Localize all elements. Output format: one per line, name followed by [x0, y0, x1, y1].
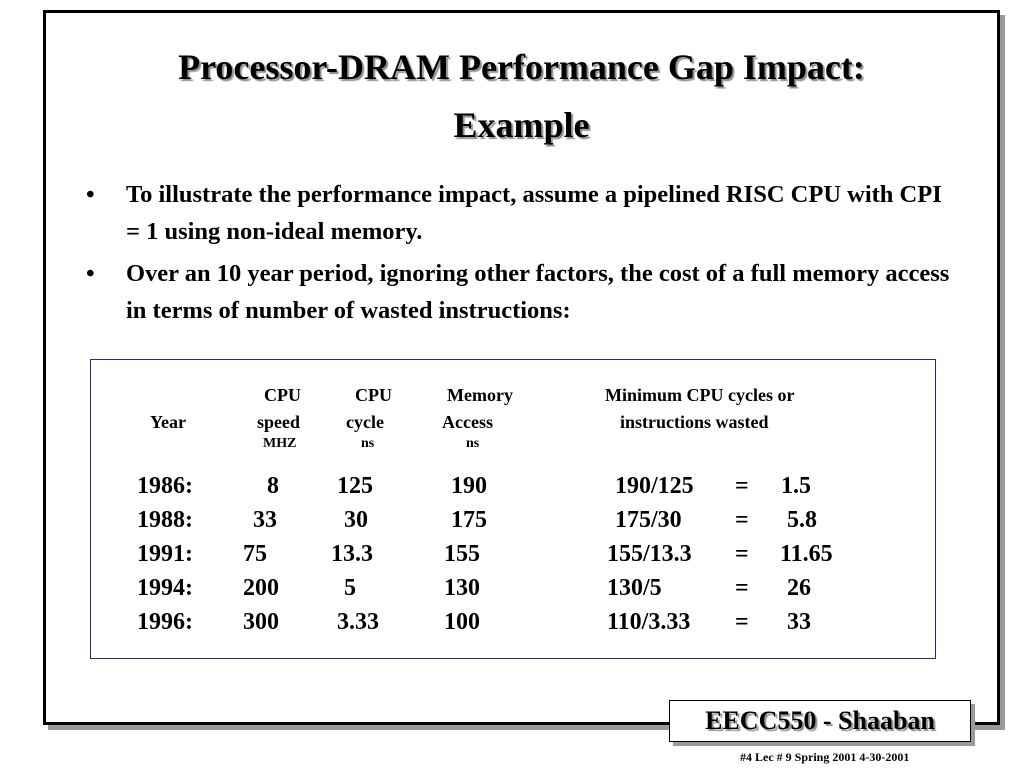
cell-year: 1996:	[137, 609, 193, 635]
slide-frame	[43, 10, 1000, 725]
cell-year: 1994:	[137, 575, 193, 601]
bullet-text: To illustrate the performance impact, as…	[126, 181, 942, 245]
header-memory-line1: Memory	[447, 385, 513, 405]
cell-cycle: 30	[344, 507, 368, 533]
course-label-box: EECC550 - Shaaban	[669, 700, 971, 742]
header-cpu-speed-unit: MHZ	[263, 436, 297, 451]
cell-cycle: 5	[344, 575, 356, 601]
cell-result: 1.5	[781, 473, 811, 499]
header-wasted-line1: Minimum CPU cycles or	[605, 385, 795, 405]
cell-equals: =	[735, 609, 749, 635]
cell-year: 1991:	[137, 541, 193, 567]
cell-cycle: 13.3	[331, 541, 373, 567]
cell-equals: =	[735, 575, 749, 601]
cell-result: 5.8	[787, 507, 817, 533]
bullet-marker: •	[86, 260, 95, 287]
cell-cycle: 125	[337, 473, 373, 499]
bullet-text: Over an 10 year period, ignoring other f…	[126, 260, 950, 324]
cell-access: 155	[444, 541, 480, 567]
cell-access: 190	[451, 473, 487, 499]
cell-result: 33	[787, 609, 811, 635]
cell-year: 1986:	[137, 473, 193, 499]
cell-cycle: 3.33	[337, 609, 379, 635]
cell-equals: =	[735, 507, 749, 533]
cell-equals: =	[735, 473, 749, 499]
cell-speed: 8	[267, 473, 279, 499]
cell-ratio: 130/5	[607, 575, 662, 601]
header-cpu-cycle-line1: CPU	[355, 385, 392, 405]
cell-access: 175	[451, 507, 487, 533]
header-cpu-speed-line2: speed	[257, 412, 301, 432]
header-wasted-line2: instructions wasted	[620, 412, 769, 432]
title-line-2: Example	[453, 105, 590, 145]
cell-ratio: 175/30	[615, 507, 682, 533]
cell-ratio: 155/13.3	[607, 541, 692, 567]
header-cpu-cycle-unit: ns	[361, 436, 375, 451]
bullet-item: • Over an 10 year period, ignoring other…	[86, 255, 956, 329]
bullet-item: • To illustrate the performance impact, …	[86, 176, 956, 250]
cell-speed: 33	[253, 507, 277, 533]
cell-speed: 300	[243, 609, 279, 635]
header-memory-line2: Access	[442, 412, 493, 432]
bullet-list: • To illustrate the performance impact, …	[86, 176, 956, 334]
bullet-marker: •	[86, 181, 95, 208]
cell-result: 26	[787, 575, 811, 601]
cell-equals: =	[735, 541, 749, 567]
cell-speed: 75	[243, 541, 267, 567]
cell-speed: 200	[243, 575, 279, 601]
cell-access: 130	[444, 575, 480, 601]
header-cpu-speed-line1: CPU	[264, 385, 301, 405]
cell-ratio: 190/125	[615, 473, 694, 499]
cell-result: 11.65	[780, 541, 833, 567]
header-memory-unit: ns	[466, 436, 480, 451]
course-label: EECC550 - Shaaban	[705, 706, 935, 735]
cell-access: 100	[444, 609, 480, 635]
cell-ratio: 110/3.33	[607, 609, 691, 635]
header-year: Year	[150, 412, 186, 432]
slide-title: Processor-DRAM Performance Gap Impact: E…	[43, 38, 1000, 154]
performance-table: CPU CPU Memory Minimum CPU cycles or Yea…	[90, 359, 936, 659]
slide-footer-note: #4 Lec # 9 Spring 2001 4-30-2001	[740, 750, 910, 764]
title-line-1: Processor-DRAM Performance Gap Impact:	[178, 47, 865, 87]
header-cpu-cycle-line2: cycle	[346, 412, 384, 432]
cell-year: 1988:	[137, 507, 193, 533]
